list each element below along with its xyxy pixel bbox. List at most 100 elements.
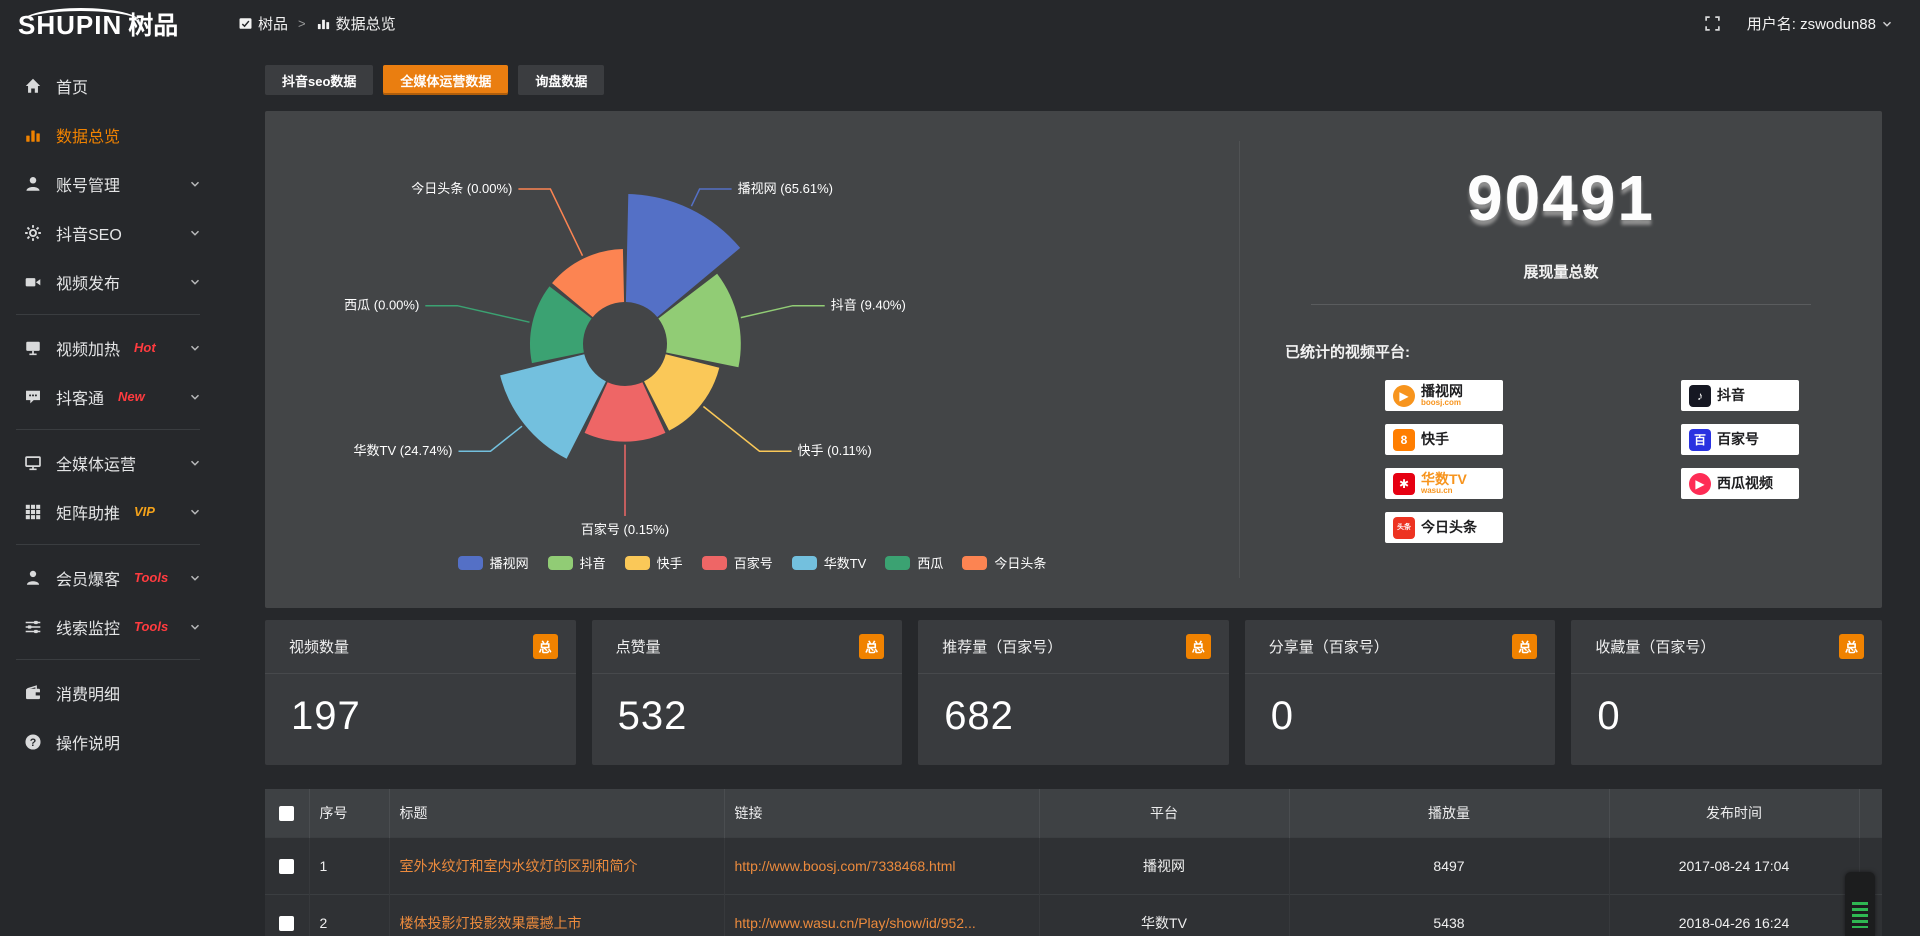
col-header-platform: 平台 (1038, 789, 1289, 837)
platform-badge-抖音[interactable]: ♪ 抖音 (1681, 380, 1799, 411)
tab-0[interactable]: 抖音seo数据 (265, 65, 374, 95)
total-badge[interactable]: 总 (1185, 634, 1211, 659)
platform-badge-百家号[interactable]: 百百家号 (1681, 424, 1799, 455)
username-menu[interactable]: 用户名: zswodun88 (1747, 13, 1894, 34)
legend-item-快手[interactable]: 快手 (624, 553, 683, 572)
chevron-down-icon (188, 456, 202, 470)
pie-slice-华数TV[interactable] (500, 354, 606, 459)
sidebar-item-question[interactable]: ? 操作说明 (0, 717, 216, 766)
pie-label: 华数TV (24.74%) (354, 443, 453, 458)
overview-panel: 播视网 (65.61%) 抖音 (9.40%) 快手 (0.11%) 百家号 (0.1… (265, 111, 1882, 608)
platform-badge-华数TV[interactable]: ✱ 华数TV wasu.cn (1385, 468, 1503, 499)
sidebar-item-sliders[interactable]: 线索监控 Tools (0, 602, 216, 651)
fullscreen-icon[interactable] (1704, 15, 1721, 32)
table-row: 1 室外水纹灯和室内水纹灯的区别和简介 http://www.boosj.com/7… (265, 836, 1882, 894)
cell-num: 1 (308, 836, 389, 894)
col-header-time: 发布时间 (1608, 789, 1859, 837)
legend-item-百家号[interactable]: 百家号 (701, 553, 773, 572)
sidebar-divider (16, 544, 200, 545)
total-badge[interactable]: 总 (532, 634, 558, 659)
pie-slice-今日头条[interactable] (552, 249, 625, 318)
sidebar-item-monitor[interactable]: 全媒体运营 (0, 438, 216, 487)
stat-cards: 视频数量总 197 点赞量总 532 推荐量（百家号）总 682 分享量（百家号）总 0 收藏量… (265, 620, 1882, 765)
sidebar-item-comment[interactable]: 抖客通 New (0, 372, 216, 421)
sidebar-item-label: 抖客通 (56, 390, 105, 408)
legend-item-抖音[interactable]: 抖音 (547, 553, 606, 572)
breadcrumb-item-current[interactable]: 数据总览 (316, 13, 396, 34)
sidebar-item-chart[interactable]: 数据总览 (0, 110, 216, 159)
legend-swatch (885, 555, 911, 570)
sidebar-item-grid[interactable]: 矩阵助推 VIP (0, 487, 216, 536)
stat-card-label: 分享量（百家号） (1268, 639, 1389, 656)
rose-pie-chart: 播视网 (65.61%) 抖音 (9.40%) 快手 (0.11%) 百家号 (0.1… (344, 181, 906, 537)
cell-url-link[interactable]: http://www.boosj.com/7338468.html (734, 857, 956, 874)
platform-name: 百家号 (1717, 431, 1759, 448)
app-square-icon (238, 16, 253, 31)
sidebar-item-label: 全媒体运营 (56, 456, 137, 474)
sidebar-badge: VIP (134, 504, 155, 519)
sidebar-item-video[interactable]: 视频发布 (0, 257, 216, 306)
platform-name: 华数TV (1421, 470, 1467, 487)
tab-2[interactable]: 询盘数据 (518, 65, 605, 95)
legend-item-播视网[interactable]: 播视网 (457, 553, 529, 572)
platform-logo-icon: ▶ (1393, 384, 1415, 407)
legend-label: 播视网 (489, 556, 529, 571)
topbar: SHUPIN 树品 树品 > 数据总览 用户名: zswodun88 (0, 0, 1920, 47)
sidebar-item-label: 矩阵助推 (56, 505, 121, 523)
floating-widget[interactable] (1845, 872, 1875, 936)
sidebar-item-home[interactable]: 首页 (0, 61, 216, 110)
sidebar-divider (16, 429, 200, 430)
sidebar-item-user[interactable]: 账号管理 (0, 159, 216, 208)
cell-platform: 华数TV (1038, 893, 1289, 936)
sidebar-item-member[interactable]: 会员爆客 Tools (0, 553, 216, 602)
chevron-down-icon (188, 275, 202, 289)
cell-title-link[interactable]: 楼体投影灯投影效果震撼上市 (399, 914, 582, 931)
row-checkbox[interactable] (279, 915, 295, 931)
sidebar-item-label: 操作说明 (56, 735, 121, 753)
platform-badge-快手[interactable]: 8 快手 (1385, 424, 1503, 455)
pie-slice-播视网[interactable] (625, 194, 741, 318)
monitor-icon (24, 454, 42, 472)
main-content: 抖音seo数据 全媒体运营数据 询盘数据 播视网 (65.61%) 抖音 (9.40%… (216, 47, 1920, 936)
pie-slice-西瓜[interactable] (530, 286, 592, 364)
select-all-checkbox[interactable] (279, 806, 295, 822)
pie-slice-百家号[interactable] (584, 382, 666, 442)
cell-title-link[interactable]: 室外水纹灯和室内水纹灯的区别和简介 (399, 857, 638, 874)
cell-num: 2 (308, 893, 389, 936)
sidebar-item-wallet[interactable]: 消费明细 (0, 668, 216, 717)
legend-label: 西瓜 (917, 556, 944, 571)
wallet-icon (24, 684, 42, 702)
total-badge[interactable]: 总 (1838, 634, 1864, 659)
pie-slice-抖音[interactable] (658, 273, 741, 368)
legend-item-华数TV[interactable]: 华数TV (791, 553, 866, 572)
cell-time: 2018-04-26 16:24 (1608, 893, 1859, 936)
breadcrumb-item-app[interactable]: 树品 (238, 13, 288, 34)
legend-item-西瓜[interactable]: 西瓜 (885, 553, 943, 572)
video-table: 序号 标题 链接 平台 播放量 发布时间 1 室外水纹灯和室内水纹灯的区别和简介 http://… (265, 789, 1882, 936)
total-badge[interactable]: 总 (859, 634, 885, 659)
platform-logo-icon: 8 (1393, 428, 1415, 451)
tab-1[interactable]: 全媒体运营数据 (383, 65, 509, 95)
sidebar-item-gear[interactable]: 抖音SEO (0, 208, 216, 257)
platform-name: 西瓜视频 (1717, 475, 1773, 492)
row-checkbox[interactable] (279, 858, 295, 874)
username-label: 用户名: zswodun88 (1746, 16, 1876, 33)
home-icon (24, 77, 42, 95)
platform-badge-播视网[interactable]: ▶ 播视网 boosj.com (1385, 380, 1503, 411)
platform-badge-今日头条[interactable]: 头条 今日头条 (1385, 512, 1503, 543)
pie-label: 播视网 (65.61%) (738, 181, 833, 196)
platform-badge-西瓜视频[interactable]: ▶ 西瓜视频 (1681, 468, 1799, 499)
platform-name: 抖音 (1717, 387, 1745, 404)
chevron-down-icon (188, 177, 202, 191)
chevron-down-icon (188, 341, 202, 355)
legend-item-今日头条[interactable]: 今日头条 (962, 553, 1046, 572)
sidebar-item-screen[interactable]: 视频加热 Hot (0, 323, 216, 372)
pie-slice-快手[interactable] (644, 354, 720, 431)
platform-logo-icon: ♪ (1689, 384, 1711, 407)
chevron-down-icon (188, 226, 202, 240)
cell-url-link[interactable]: http://www.wasu.cn/Play/show/id/952... (734, 914, 976, 931)
stat-card-4: 收藏量（百家号） 总 0 (1571, 620, 1882, 765)
total-badge[interactable]: 总 (1512, 634, 1538, 659)
sidebar-divider (16, 659, 200, 660)
platform-name: 今日头条 (1421, 519, 1477, 536)
